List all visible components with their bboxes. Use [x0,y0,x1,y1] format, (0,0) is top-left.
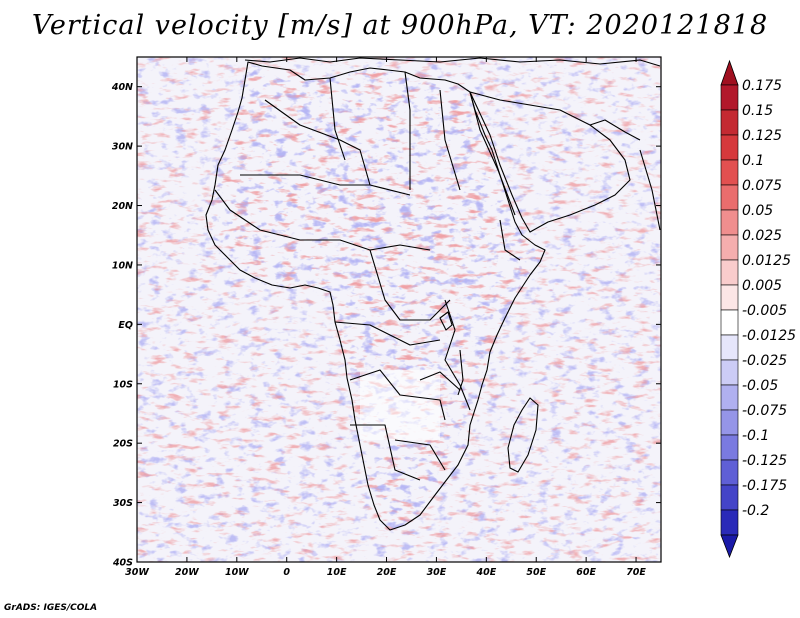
colorbar-label: -0.025 [742,353,787,369]
vertical-velocity-field [137,57,661,562]
colorbar-bottom-arrow [720,534,739,559]
colorbar-label: 0.025 [742,228,782,244]
colorbar-swatch [720,209,739,236]
lon-tick-label: 40E [475,567,496,578]
lon-tick-label: 10W [225,567,249,578]
colorbar-swatch [720,134,739,161]
lat-tick-label: 20S [113,439,133,450]
lon-tick-label: 50E [526,567,546,578]
colorbar-swatch [720,309,739,336]
colorbar: 0.175 0.15 0.125 0.1 0.075 0.05 0.025 0.0125 0.0… [720,59,796,559]
colorbar-swatch [720,84,739,111]
colorbar-swatch [720,234,739,261]
colorbar-label: 0.15 [742,103,773,119]
lat-tick-label: 10S [113,379,133,390]
longitude-axis: 30W 20W 10W 0 10E 20E 30E 40E 50E 60E 70E [125,57,646,578]
grads-credit: GrADS: IGES/COLA [4,603,98,613]
colorbar-label: 0.05 [742,203,773,219]
lon-tick-label: 60E [576,567,596,578]
lat-tick-label: EQ [118,320,133,331]
colorbar-label: -0.1 [742,428,769,444]
lat-tick-label: 10N [112,260,133,271]
lon-tick-label: 70E [626,567,646,578]
lon-tick-label: 30E [427,567,447,578]
lon-tick-label: 0 [283,567,290,578]
colorbar-label: -0.125 [742,453,787,469]
colorbar-swatch [720,259,739,286]
colorbar-label: 0.0125 [742,253,791,269]
colorbar-label: -0.05 [742,378,778,394]
lon-tick-label: 30W [125,567,149,578]
colorbar-label: 0.1 [742,153,764,169]
lon-tick-label: 20E [377,567,397,578]
lat-tick-label: 40N [111,82,133,93]
colorbar-label: 0.175 [742,78,782,94]
colorbar-swatch [720,284,739,311]
colorbar-label: -0.175 [742,478,787,494]
colorbar-swatch [720,459,739,486]
lat-tick-label: 40S [112,558,133,569]
colorbar-label: -0.2 [742,503,769,519]
colorbar-swatch [720,159,739,186]
colorbar-label: 0.125 [742,128,782,144]
colorbar-top-arrow [720,59,739,86]
lon-tick-label: 10E [327,567,347,578]
colorbar-label: -0.075 [742,403,787,419]
colorbar-label: -0.0125 [742,328,796,344]
arabia-coastline [469,91,631,233]
africa-coastline [205,61,546,531]
colorbar-swatch [720,184,739,211]
colorbar-swatch [720,109,739,136]
latitude-axis: 40N 30N 20N 10N EQ 10S 20S 30S 40S [111,82,661,569]
colorbar-swatch [720,334,739,361]
madagascar-coastline [507,397,539,473]
colorbar-label: 0.075 [742,178,782,194]
colorbar-swatch [720,384,739,411]
colorbar-label: 0.005 [742,278,782,294]
colorbar-swatch [720,509,739,536]
lat-tick-label: 20N [112,201,133,212]
lat-tick-label: 30N [112,142,133,153]
colorbar-swatch [720,359,739,386]
map-title: Vertical velocity [m/s] at 900hPa, VT: 2… [31,10,769,41]
colorbar-swatch [720,484,739,511]
lat-tick-label: 30S [113,498,133,509]
lon-tick-label: 20W [175,567,199,578]
colorbar-swatch [720,409,739,436]
plot-frame [136,56,662,563]
coastlines-and-borders [205,57,661,531]
colorbar-label: -0.005 [742,303,787,319]
colorbar-swatch [720,434,739,461]
